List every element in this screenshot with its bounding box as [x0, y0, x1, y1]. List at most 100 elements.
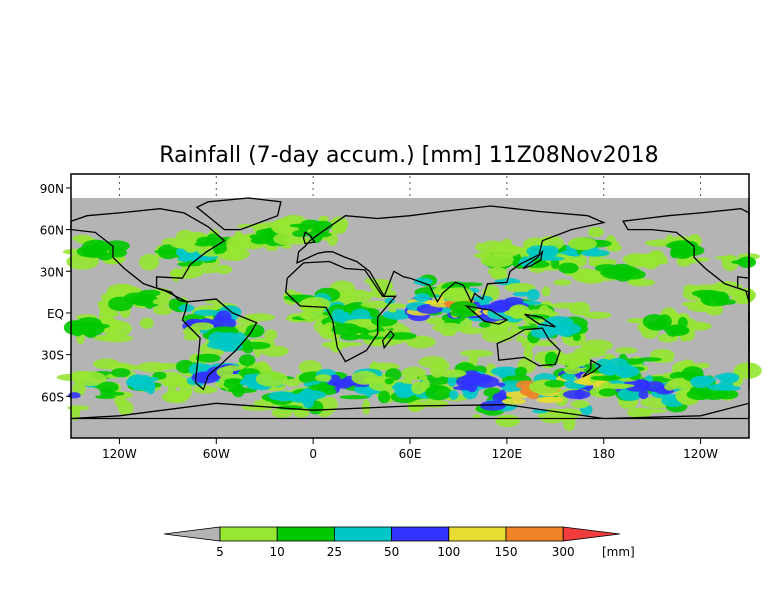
rain-patch [81, 245, 107, 258]
rain-patch [664, 383, 676, 391]
rain-patch [298, 360, 322, 375]
map-ticks [66, 176, 702, 444]
colorbar-swatch [505, 526, 564, 542]
rain-patch [135, 376, 159, 382]
colorbar-tick-label: 100 [437, 545, 460, 559]
rain-patch [413, 277, 433, 286]
rain-patch [117, 400, 134, 416]
rain-patch [264, 329, 278, 341]
australia-coastline [496, 327, 561, 367]
eurasia-coastline [296, 205, 606, 304]
rain-patch [388, 308, 397, 313]
new-guinea-coastline [524, 313, 556, 328]
colorbar-tick-label: 5 [216, 545, 224, 559]
rain-patch [175, 229, 195, 243]
rain-patch [243, 330, 262, 338]
rain-patch [487, 266, 508, 277]
south-america-coastline [181, 298, 258, 391]
rain-patch [714, 389, 739, 400]
rain-patch [195, 353, 221, 363]
rain-patch [495, 414, 520, 428]
rain-patch [139, 317, 154, 329]
rain-patch [249, 234, 266, 240]
rain-patch [243, 313, 276, 322]
rain-patch [568, 237, 597, 251]
rain-patch [664, 325, 690, 335]
rain-patch [691, 375, 717, 385]
north-america-coastline [622, 208, 750, 302]
rain-patch [733, 362, 762, 379]
rain-patch [590, 375, 622, 381]
rain-patch [498, 389, 507, 402]
map-area [56, 173, 762, 444]
rain-patch [192, 385, 218, 394]
lat-label: EQ [47, 307, 64, 321]
rain-patch [569, 301, 591, 316]
north-america-coastline [70, 208, 226, 303]
rain-patch [293, 409, 310, 418]
colorbar-min-triangle [163, 526, 221, 542]
rain-patch [331, 323, 362, 336]
rain-patch [553, 279, 572, 286]
rain-patch [622, 253, 654, 266]
rain-patch [646, 321, 668, 331]
rain-patch [381, 339, 398, 346]
rain-patch [331, 308, 346, 321]
latitude-labels: 90N 60N 30N EQ 30S 60S [40, 182, 64, 404]
rain-patch [183, 334, 200, 341]
colorbar-tick-label: 50 [384, 545, 399, 559]
rain-patch [97, 381, 119, 394]
colorbar-swatch [333, 526, 392, 542]
uk-coastline [302, 231, 316, 245]
rain-patch [595, 258, 617, 266]
rain-patch [152, 298, 174, 306]
map-title: Rainfall (7-day accum.) [mm] 11Z08Nov201… [159, 143, 658, 168]
colorbar-tick-label: 25 [327, 545, 342, 559]
rain-patch [527, 391, 540, 400]
rain-patch [300, 219, 322, 230]
rain-patch [215, 264, 233, 275]
rain-patch [362, 399, 371, 415]
rain-patch [302, 395, 314, 409]
rain-patch [234, 332, 246, 344]
africa-coastline [285, 260, 397, 363]
rain-patch [731, 259, 754, 265]
rain-patch [84, 327, 98, 338]
colorbar-swatch [276, 526, 335, 542]
rain-patch [153, 304, 173, 315]
rain-patch [504, 296, 524, 306]
rain-patch [126, 378, 142, 388]
rain-patch [194, 267, 221, 274]
rain-patch [340, 333, 361, 341]
rain-patch [255, 371, 288, 387]
colorbar-swatch [219, 526, 278, 542]
rain-patch [614, 271, 633, 282]
rain-patch [544, 379, 566, 388]
rain-patch [68, 392, 81, 399]
rain-patch [694, 284, 727, 290]
rain-patch [347, 326, 368, 333]
colorbar-swatch [391, 526, 450, 542]
rain-patch [328, 374, 341, 385]
lat-label: 30N [40, 265, 64, 279]
rain-patch [472, 414, 482, 419]
rain-patch [598, 388, 618, 397]
rain-patch [480, 400, 506, 411]
rain-patch [618, 369, 631, 379]
rain-patch [501, 398, 526, 405]
rain-patch [109, 319, 119, 334]
rain-patch [165, 390, 189, 404]
rain-patch [658, 259, 669, 265]
rain-patch [216, 366, 234, 378]
rain-patch [191, 322, 214, 331]
rain-patch [488, 300, 511, 313]
rain-patch [702, 299, 712, 305]
rain-patch [575, 389, 585, 400]
rain-patch [626, 407, 653, 418]
rain-patch [541, 286, 551, 297]
rain-patch [300, 296, 331, 312]
madagascar-coastline [381, 329, 395, 350]
colorbar-unit-label: [mm] [602, 545, 635, 559]
